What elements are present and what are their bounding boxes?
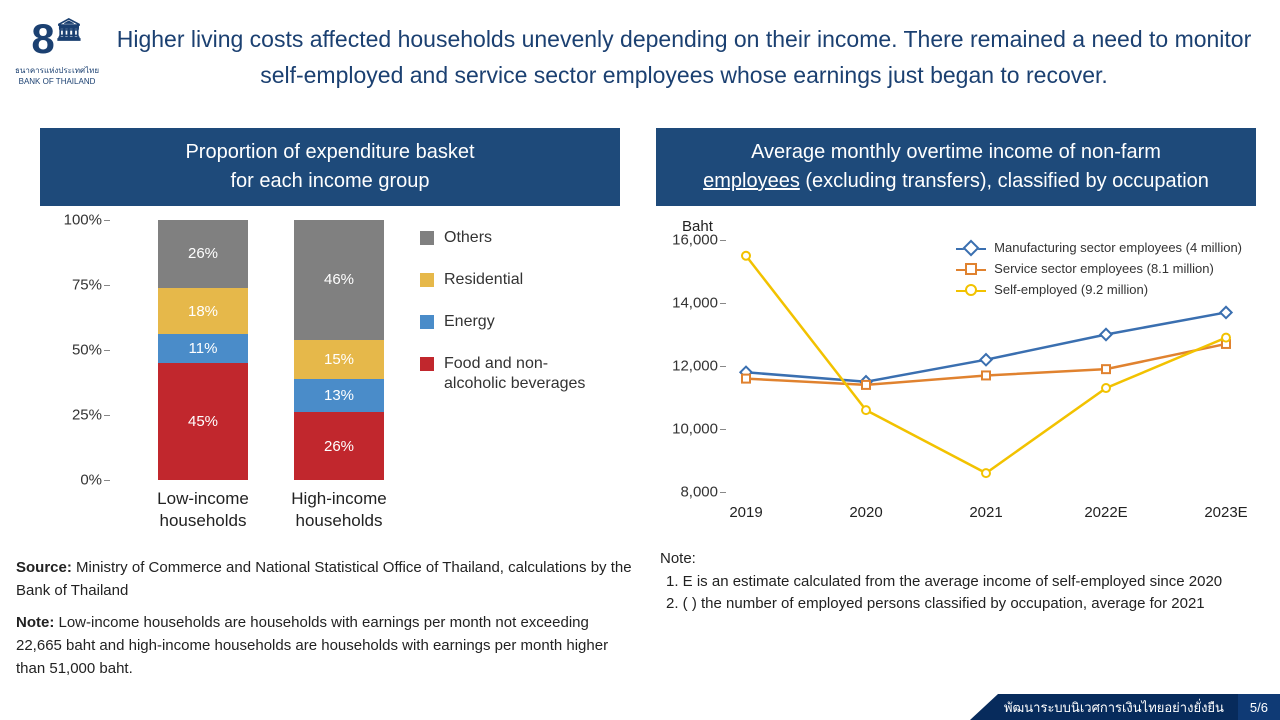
bar-segment: 11% (158, 334, 248, 363)
line-x-label: 2021 (969, 504, 1002, 521)
footer-text: พัฒนาระบบนิเวศการเงินไทยอย่างยั่งยืน (998, 694, 1238, 720)
logo: 8🏛 ธนาคารแห่งประเทศไทย BANK OF THAILAND (12, 20, 102, 86)
line-y-tick-label: 12,000 (656, 358, 718, 375)
line-marker (1100, 329, 1111, 340)
logo-subtitle: ธนาคารแห่งประเทศไทย BANK OF THAILAND (12, 64, 102, 86)
bar-segment: 18% (158, 288, 248, 335)
logo-mark: 8🏛 (12, 20, 102, 58)
footer: พัฒนาระบบนิเวศการเงินไทยอย่างยั่งยืน 5/6 (970, 694, 1280, 720)
line-marker (982, 371, 990, 379)
footer-page: 5/6 (1238, 694, 1280, 720)
line-marker (1102, 365, 1110, 373)
bar-chart-legend: Others Residential Energy Food and non- alc… (420, 228, 585, 416)
left-panel: Proportion of expenditure basket for eac… (40, 128, 620, 520)
line-x-label: 2022E (1084, 504, 1127, 521)
left-panel-title: Proportion of expenditure basket for eac… (40, 128, 620, 206)
line-marker (1102, 384, 1110, 392)
line-x-label: 2020 (849, 504, 882, 521)
bar-y-tick-label: 75% (40, 277, 102, 294)
bar-x-label: High-income households (269, 488, 409, 532)
bar-segment: 46% (294, 220, 384, 340)
line-y-tick-label: 16,000 (656, 232, 718, 249)
bar-legend-item: Residential (420, 270, 585, 290)
notes-left: Source: Ministry of Commerce and Nationa… (16, 556, 636, 680)
bar-segment: 26% (294, 412, 384, 480)
bar-segment: 26% (158, 220, 248, 288)
bar-y-tick-label: 0% (40, 472, 102, 489)
bar-x-label: Low-income households (133, 488, 273, 532)
line-y-tick-label: 8,000 (656, 484, 718, 501)
bar-y-tick-label: 50% (40, 342, 102, 359)
line-marker (742, 252, 750, 260)
line-legend-item: Self-employed (9.2 million) (956, 282, 1242, 297)
bar-y-tick-label: 25% (40, 407, 102, 424)
line-chart: Baht Manufacturing sector employees (4 m… (656, 218, 1256, 528)
bar-y-tick-label: 100% (40, 212, 102, 229)
line-marker (980, 354, 991, 365)
line-y-tick-label: 10,000 (656, 421, 718, 438)
line-x-label: 2019 (729, 504, 762, 521)
bar-column: 26%13%15%46% (294, 220, 384, 480)
line-legend-item: Service sector employees (8.1 million) (956, 261, 1242, 276)
line-marker (862, 381, 870, 389)
line-marker (1222, 334, 1230, 342)
bar-chart: 45%11%18%26%26%13%15%46% OthersResidenti… (40, 220, 620, 520)
line-marker (862, 406, 870, 414)
line-marker (1220, 307, 1231, 318)
bar-column: 45%11%18%26% (158, 220, 248, 480)
headline: Higher living costs affected households … (108, 22, 1260, 93)
bar-segment: 13% (294, 379, 384, 413)
bar-legend-item: Food and non- alcoholic beverages (420, 354, 585, 394)
line-marker (982, 469, 990, 477)
bar-legend-item: Others (420, 228, 585, 248)
right-panel: Average monthly overtime income of non-f… (656, 128, 1256, 528)
bar-legend-item: Energy (420, 312, 585, 332)
line-y-tick-label: 14,000 (656, 295, 718, 312)
notes-right: Note: 1. E is an estimate calculated fro… (660, 548, 1250, 616)
line-legend-item: Manufacturing sector employees (4 millio… (956, 240, 1242, 255)
bar-segment: 45% (158, 363, 248, 480)
line-marker (742, 375, 750, 383)
right-panel-title: Average monthly overtime income of non-f… (656, 128, 1256, 206)
line-chart-legend: Manufacturing sector employees (4 millio… (956, 240, 1242, 303)
bar-segment: 15% (294, 340, 384, 379)
line-x-label: 2023E (1204, 504, 1247, 521)
